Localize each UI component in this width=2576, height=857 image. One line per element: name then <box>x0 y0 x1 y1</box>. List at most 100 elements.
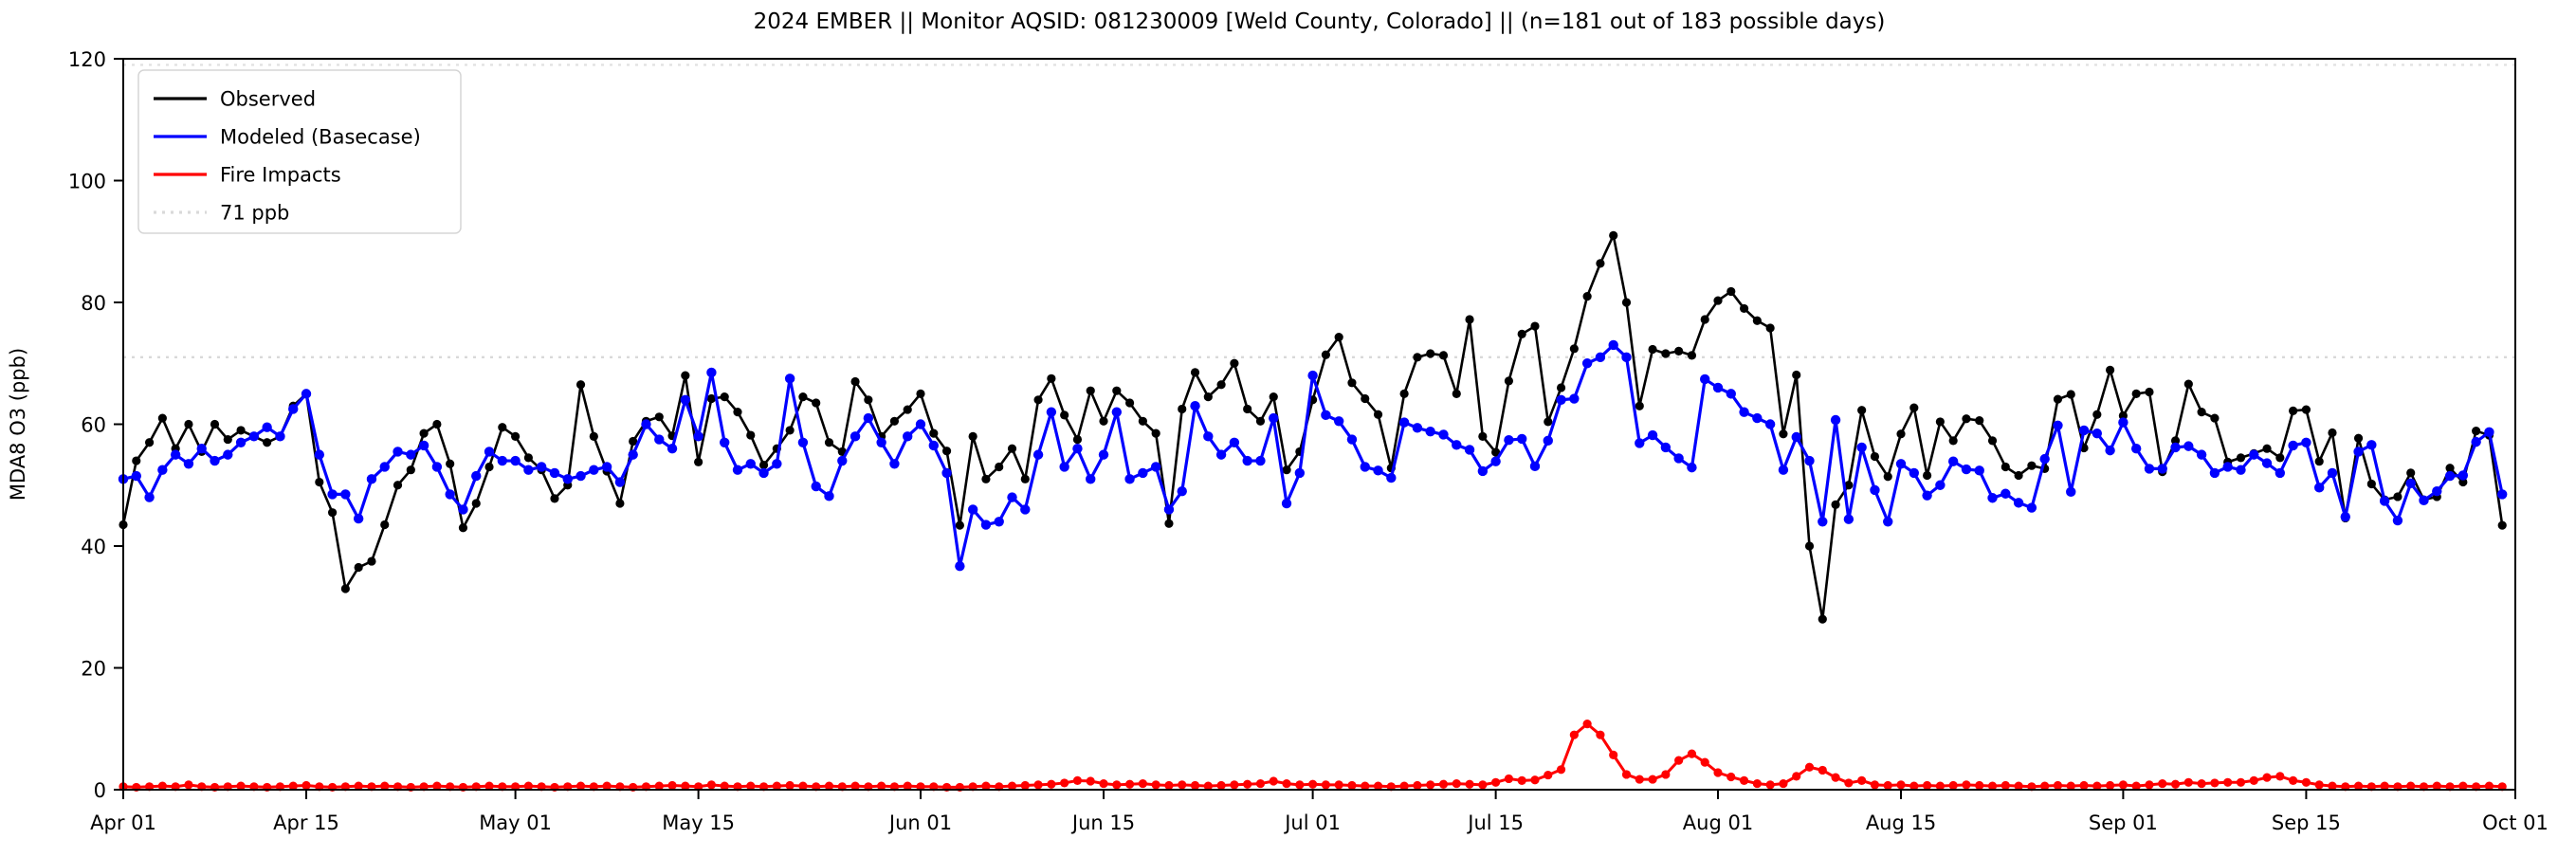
data-point <box>536 462 547 472</box>
data-point <box>758 460 769 470</box>
data-point <box>1883 780 1892 791</box>
data-point <box>223 434 232 445</box>
data-point <box>2053 394 2063 404</box>
data-point <box>1870 780 1880 790</box>
data-point <box>1935 781 1945 791</box>
data-point <box>1556 383 1566 392</box>
data-point <box>1818 517 1828 527</box>
data-point <box>903 781 912 791</box>
x-tick-label: Apr 15 <box>273 811 339 834</box>
data-point <box>1857 406 1867 415</box>
data-point <box>1856 442 1867 453</box>
data-point <box>1425 427 1435 437</box>
data-point <box>2078 425 2090 436</box>
data-point <box>2131 389 2141 398</box>
data-point <box>1347 780 1357 791</box>
data-point <box>1544 770 1553 780</box>
data-point <box>2105 445 2115 456</box>
data-point <box>2079 780 2089 791</box>
data-point <box>1007 444 1017 453</box>
data-point <box>1635 775 1644 784</box>
data-point <box>510 455 521 466</box>
data-point <box>2157 464 2167 474</box>
data-point <box>2497 489 2508 500</box>
data-point <box>340 584 350 593</box>
data-point <box>1060 410 1069 420</box>
data-point <box>1647 429 1658 441</box>
data-point <box>641 419 651 429</box>
data-point <box>2313 483 2325 493</box>
data-point <box>2130 444 2142 454</box>
data-point <box>955 520 964 530</box>
data-point <box>1739 303 1749 314</box>
data-point <box>2301 777 2311 787</box>
y-axis-label: MDA8 O3 (ppb) <box>7 348 29 501</box>
data-point <box>2118 410 2128 421</box>
data-point <box>1321 350 1330 359</box>
data-point <box>1465 779 1474 789</box>
data-point <box>1661 349 1671 358</box>
series-line-observed <box>121 234 2504 621</box>
data-point <box>693 431 703 442</box>
data-point <box>2066 781 2075 791</box>
data-point <box>1804 762 1815 772</box>
data-point <box>1321 780 1330 790</box>
data-point <box>549 467 560 479</box>
data-point <box>2261 458 2273 468</box>
data-point <box>1581 358 1593 369</box>
data-point <box>2445 464 2455 473</box>
data-point <box>1124 779 1135 789</box>
data-point <box>484 447 495 457</box>
data-point <box>2353 781 2364 791</box>
data-point <box>1987 436 1998 446</box>
data-point <box>327 489 338 500</box>
data-point <box>601 462 612 472</box>
data-point <box>2379 496 2390 506</box>
data-point <box>2222 462 2233 472</box>
y-tick-label: 0 <box>94 779 106 802</box>
data-point <box>1163 504 1175 515</box>
data-point <box>1452 778 1461 789</box>
data-point <box>1047 374 1056 383</box>
data-point <box>2457 470 2469 481</box>
data-point <box>1843 514 1854 524</box>
data-point <box>2131 781 2141 791</box>
data-point <box>2209 467 2220 479</box>
data-point <box>798 392 808 402</box>
data-point <box>2405 478 2416 489</box>
data-point <box>733 408 742 417</box>
data-point <box>1764 419 1776 429</box>
data-point <box>1150 462 1161 472</box>
data-point <box>589 431 598 441</box>
data-point <box>1870 451 1880 462</box>
data-point <box>327 508 338 518</box>
data-point <box>458 504 468 515</box>
data-point <box>1413 353 1422 362</box>
data-point <box>1151 428 1160 438</box>
data-point <box>1582 720 1592 729</box>
data-point <box>1516 433 1527 445</box>
data-point <box>1190 401 1200 411</box>
data-point <box>1033 395 1043 405</box>
data-point <box>2380 781 2389 791</box>
data-point <box>2236 453 2246 463</box>
data-point <box>458 523 468 533</box>
data-point <box>1007 492 1017 502</box>
data-point <box>275 431 285 442</box>
data-point <box>406 465 415 475</box>
data-point <box>1818 614 1827 624</box>
data-point <box>263 438 272 447</box>
data-point <box>1896 429 1906 439</box>
data-point <box>379 462 390 472</box>
data-point <box>1281 498 1292 509</box>
data-point <box>144 438 155 447</box>
data-point <box>1478 431 1488 441</box>
data-point <box>1922 780 1932 791</box>
data-point <box>2327 467 2338 479</box>
data-point <box>746 781 756 791</box>
data-point <box>850 376 860 387</box>
data-point <box>1831 773 1840 782</box>
data-point <box>1556 394 1566 405</box>
y-tick-label: 20 <box>81 658 106 681</box>
data-point <box>550 494 559 503</box>
